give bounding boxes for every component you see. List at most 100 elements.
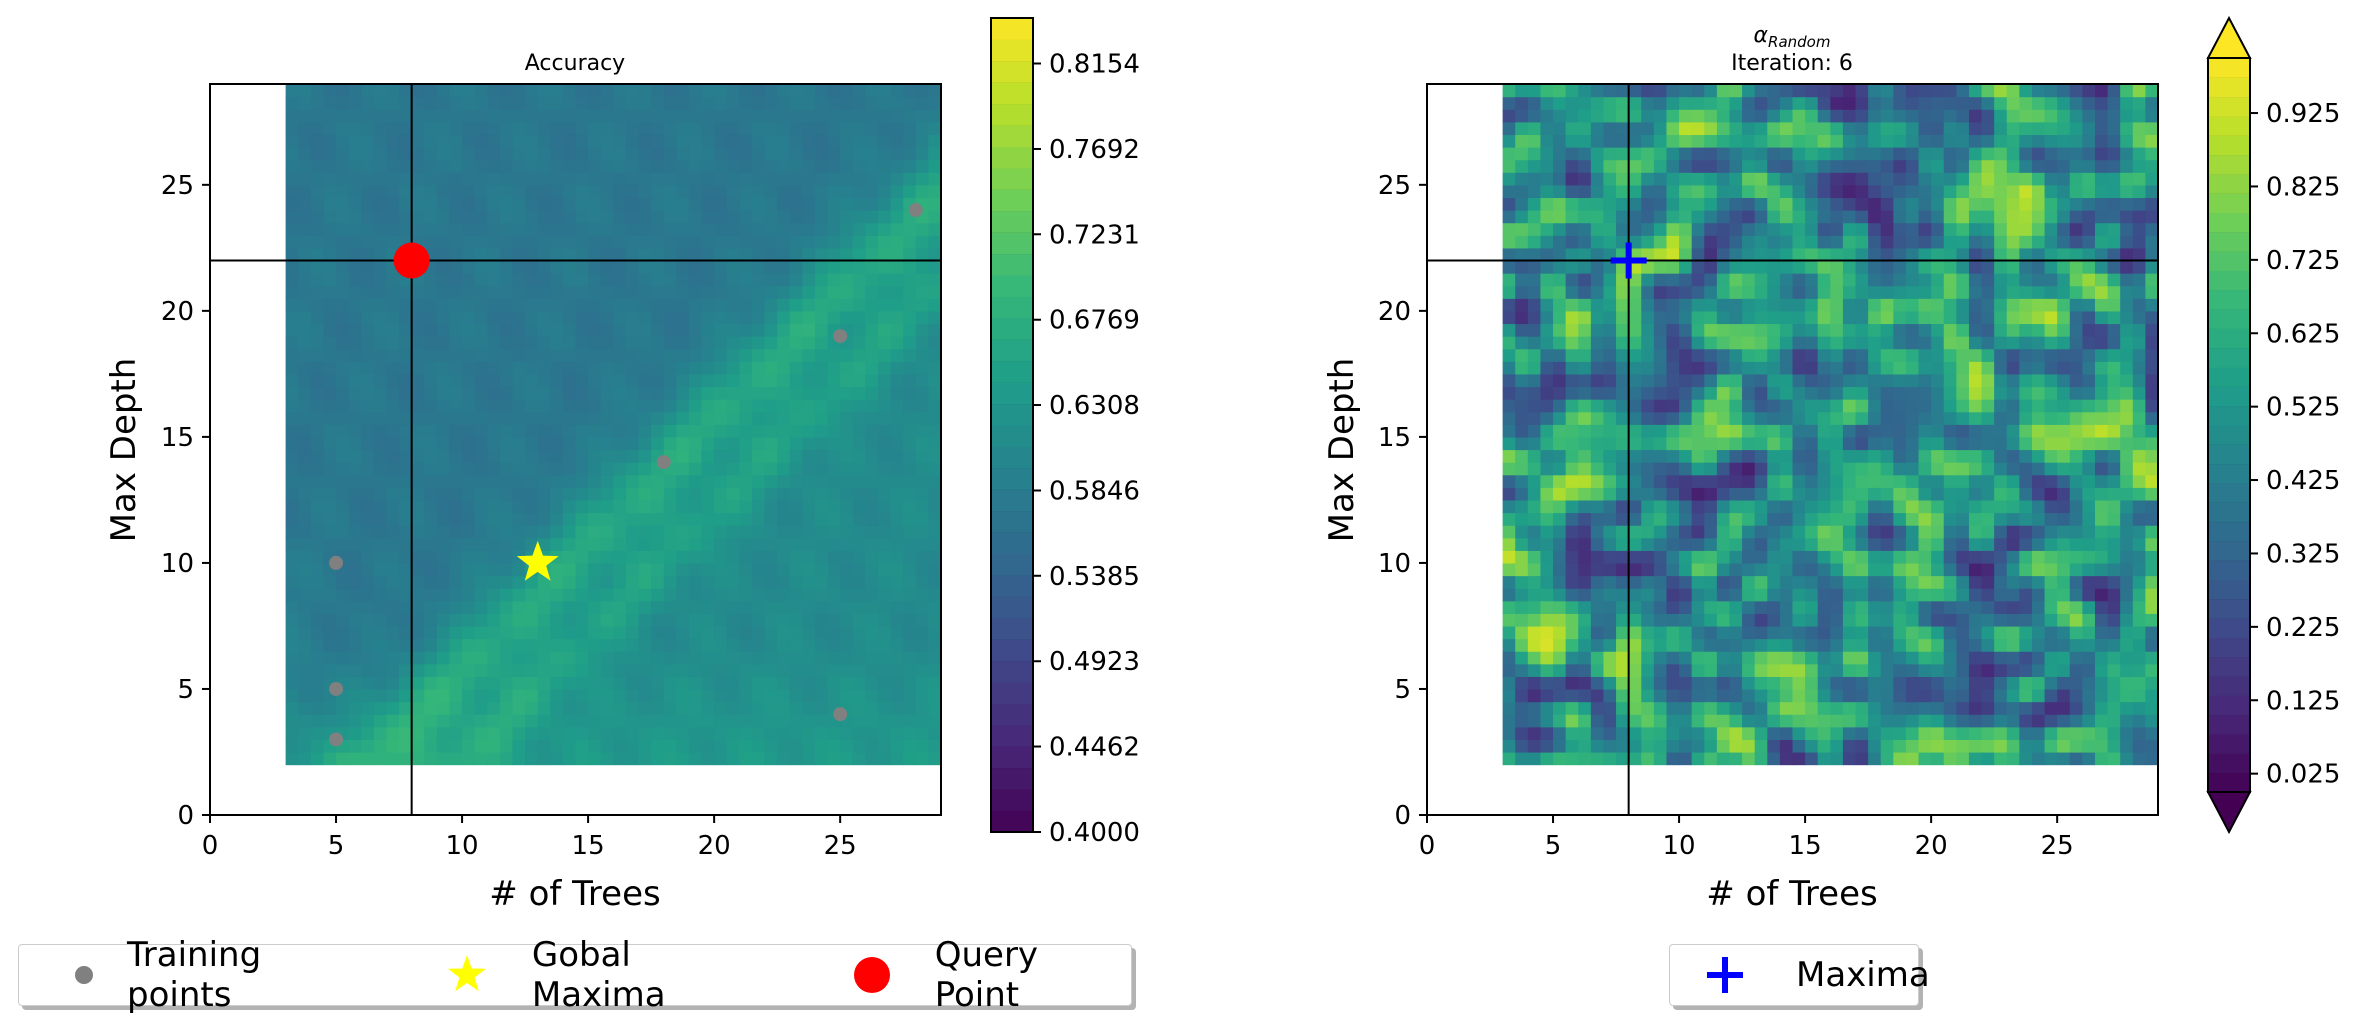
heatmap-cell — [512, 373, 526, 388]
heatmap-cell — [1653, 449, 1668, 463]
heatmap-cell — [1515, 235, 1529, 249]
heatmap-cell — [285, 285, 299, 299]
heatmap-cell — [1855, 625, 1869, 640]
heatmap-cell — [877, 726, 892, 740]
heatmap-cell — [1679, 147, 1693, 161]
heatmap-cell — [588, 474, 602, 488]
heatmap-cell — [877, 323, 892, 337]
heatmap-cell — [751, 172, 766, 186]
heatmap-cell — [1842, 600, 1857, 614]
heatmap-cell — [1779, 386, 1794, 400]
heatmap-cell — [1641, 663, 1655, 677]
heatmap-cell — [701, 172, 715, 186]
heatmap-cell — [386, 184, 400, 199]
heatmap-cell — [600, 273, 614, 287]
heatmap-cell — [285, 109, 299, 123]
heatmap-cell — [1830, 688, 1844, 703]
heatmap-cell — [789, 147, 803, 161]
heatmap-cell — [890, 222, 904, 236]
heatmap-cell — [714, 588, 728, 602]
heatmap-cell — [474, 462, 488, 476]
heatmap-cell — [373, 247, 388, 262]
heatmap-cell — [1779, 499, 1794, 514]
heatmap-cell — [613, 588, 627, 602]
heatmap-cell — [651, 714, 665, 728]
heatmap-cell — [1918, 121, 1932, 136]
heatmap-cell — [386, 411, 400, 425]
heatmap-cell — [1767, 197, 1781, 211]
heatmap-cell — [588, 134, 602, 148]
heatmap-cell — [310, 436, 325, 451]
heatmap-cell — [625, 172, 640, 186]
heatmap-cell — [613, 310, 627, 325]
heatmap-cell — [449, 436, 463, 451]
heatmap-cell — [840, 147, 854, 161]
heatmap-cell — [1855, 361, 1869, 375]
heatmap-cell — [424, 600, 438, 614]
heatmap-cell — [865, 676, 879, 690]
heatmap-cell — [537, 96, 551, 110]
heatmap-cell — [877, 663, 892, 677]
heatmap-cell — [688, 575, 703, 589]
heatmap-cell — [1842, 676, 1857, 690]
heatmap-cell — [562, 235, 577, 249]
heatmap-cell — [1830, 386, 1844, 400]
heatmap-cell — [1880, 210, 1894, 224]
heatmap-cell — [877, 676, 892, 690]
heatmap-cell — [1918, 537, 1932, 551]
heatmap-cell — [1515, 260, 1529, 274]
heatmap-cell — [1968, 386, 1983, 400]
heatmap-cell — [1905, 512, 1920, 526]
heatmap-cell — [676, 373, 690, 388]
heatmap-cell — [1553, 625, 1567, 640]
heatmap-cell — [1666, 726, 1680, 740]
heatmap-cell — [865, 537, 879, 551]
heatmap-cell — [575, 273, 589, 287]
heatmap-cell — [903, 424, 917, 438]
heatmap-cell — [525, 147, 539, 161]
heatmap-cell — [1754, 96, 1768, 110]
heatmap-cell — [789, 96, 803, 110]
heatmap-cell — [1704, 273, 1718, 287]
heatmap-cell — [600, 688, 614, 703]
heatmap-cell — [1679, 537, 1693, 551]
heatmap-cell — [361, 714, 375, 728]
heatmap-cell — [852, 663, 866, 677]
heatmap-cell — [1716, 285, 1731, 299]
heatmap-cell — [625, 436, 640, 451]
heatmap-cell — [1767, 638, 1781, 652]
heatmap-cell — [1931, 386, 1945, 400]
heatmap-cell — [588, 550, 602, 564]
heatmap-cell — [1855, 172, 1869, 186]
heatmap-cell — [1666, 575, 1680, 589]
heatmap-cell — [764, 651, 778, 665]
heatmap-cell — [1527, 373, 1542, 388]
heatmap-cell — [1880, 323, 1894, 337]
heatmap-cell — [537, 474, 551, 488]
heatmap-cell — [651, 562, 665, 577]
heatmap-cell — [361, 449, 375, 463]
heatmap-cell — [663, 310, 677, 325]
heatmap-cell — [449, 625, 463, 640]
heatmap-cell — [1931, 436, 1945, 451]
heatmap-cell — [562, 172, 577, 186]
heatmap-cell — [1653, 184, 1668, 199]
heatmap-cell — [588, 525, 602, 539]
heatmap-cell — [663, 134, 677, 148]
heatmap-cell — [1842, 701, 1857, 715]
heatmap-cell — [361, 310, 375, 325]
heatmap-cell — [1805, 739, 1819, 753]
heatmap-cell — [1515, 310, 1529, 325]
heatmap-cell — [525, 109, 539, 123]
heatmap-cell — [1905, 222, 1920, 236]
heatmap-cell — [1817, 411, 1831, 425]
heatmap-cell — [1855, 550, 1869, 564]
heatmap-cell — [903, 487, 917, 501]
heatmap-cell — [1641, 462, 1655, 476]
heatmap-cell — [890, 260, 904, 274]
heatmap-cell — [651, 147, 665, 161]
heatmap-cell — [411, 436, 425, 451]
heatmap-cell — [1515, 701, 1529, 715]
heatmap-cell — [1830, 436, 1844, 451]
heatmap-cell — [285, 436, 299, 451]
